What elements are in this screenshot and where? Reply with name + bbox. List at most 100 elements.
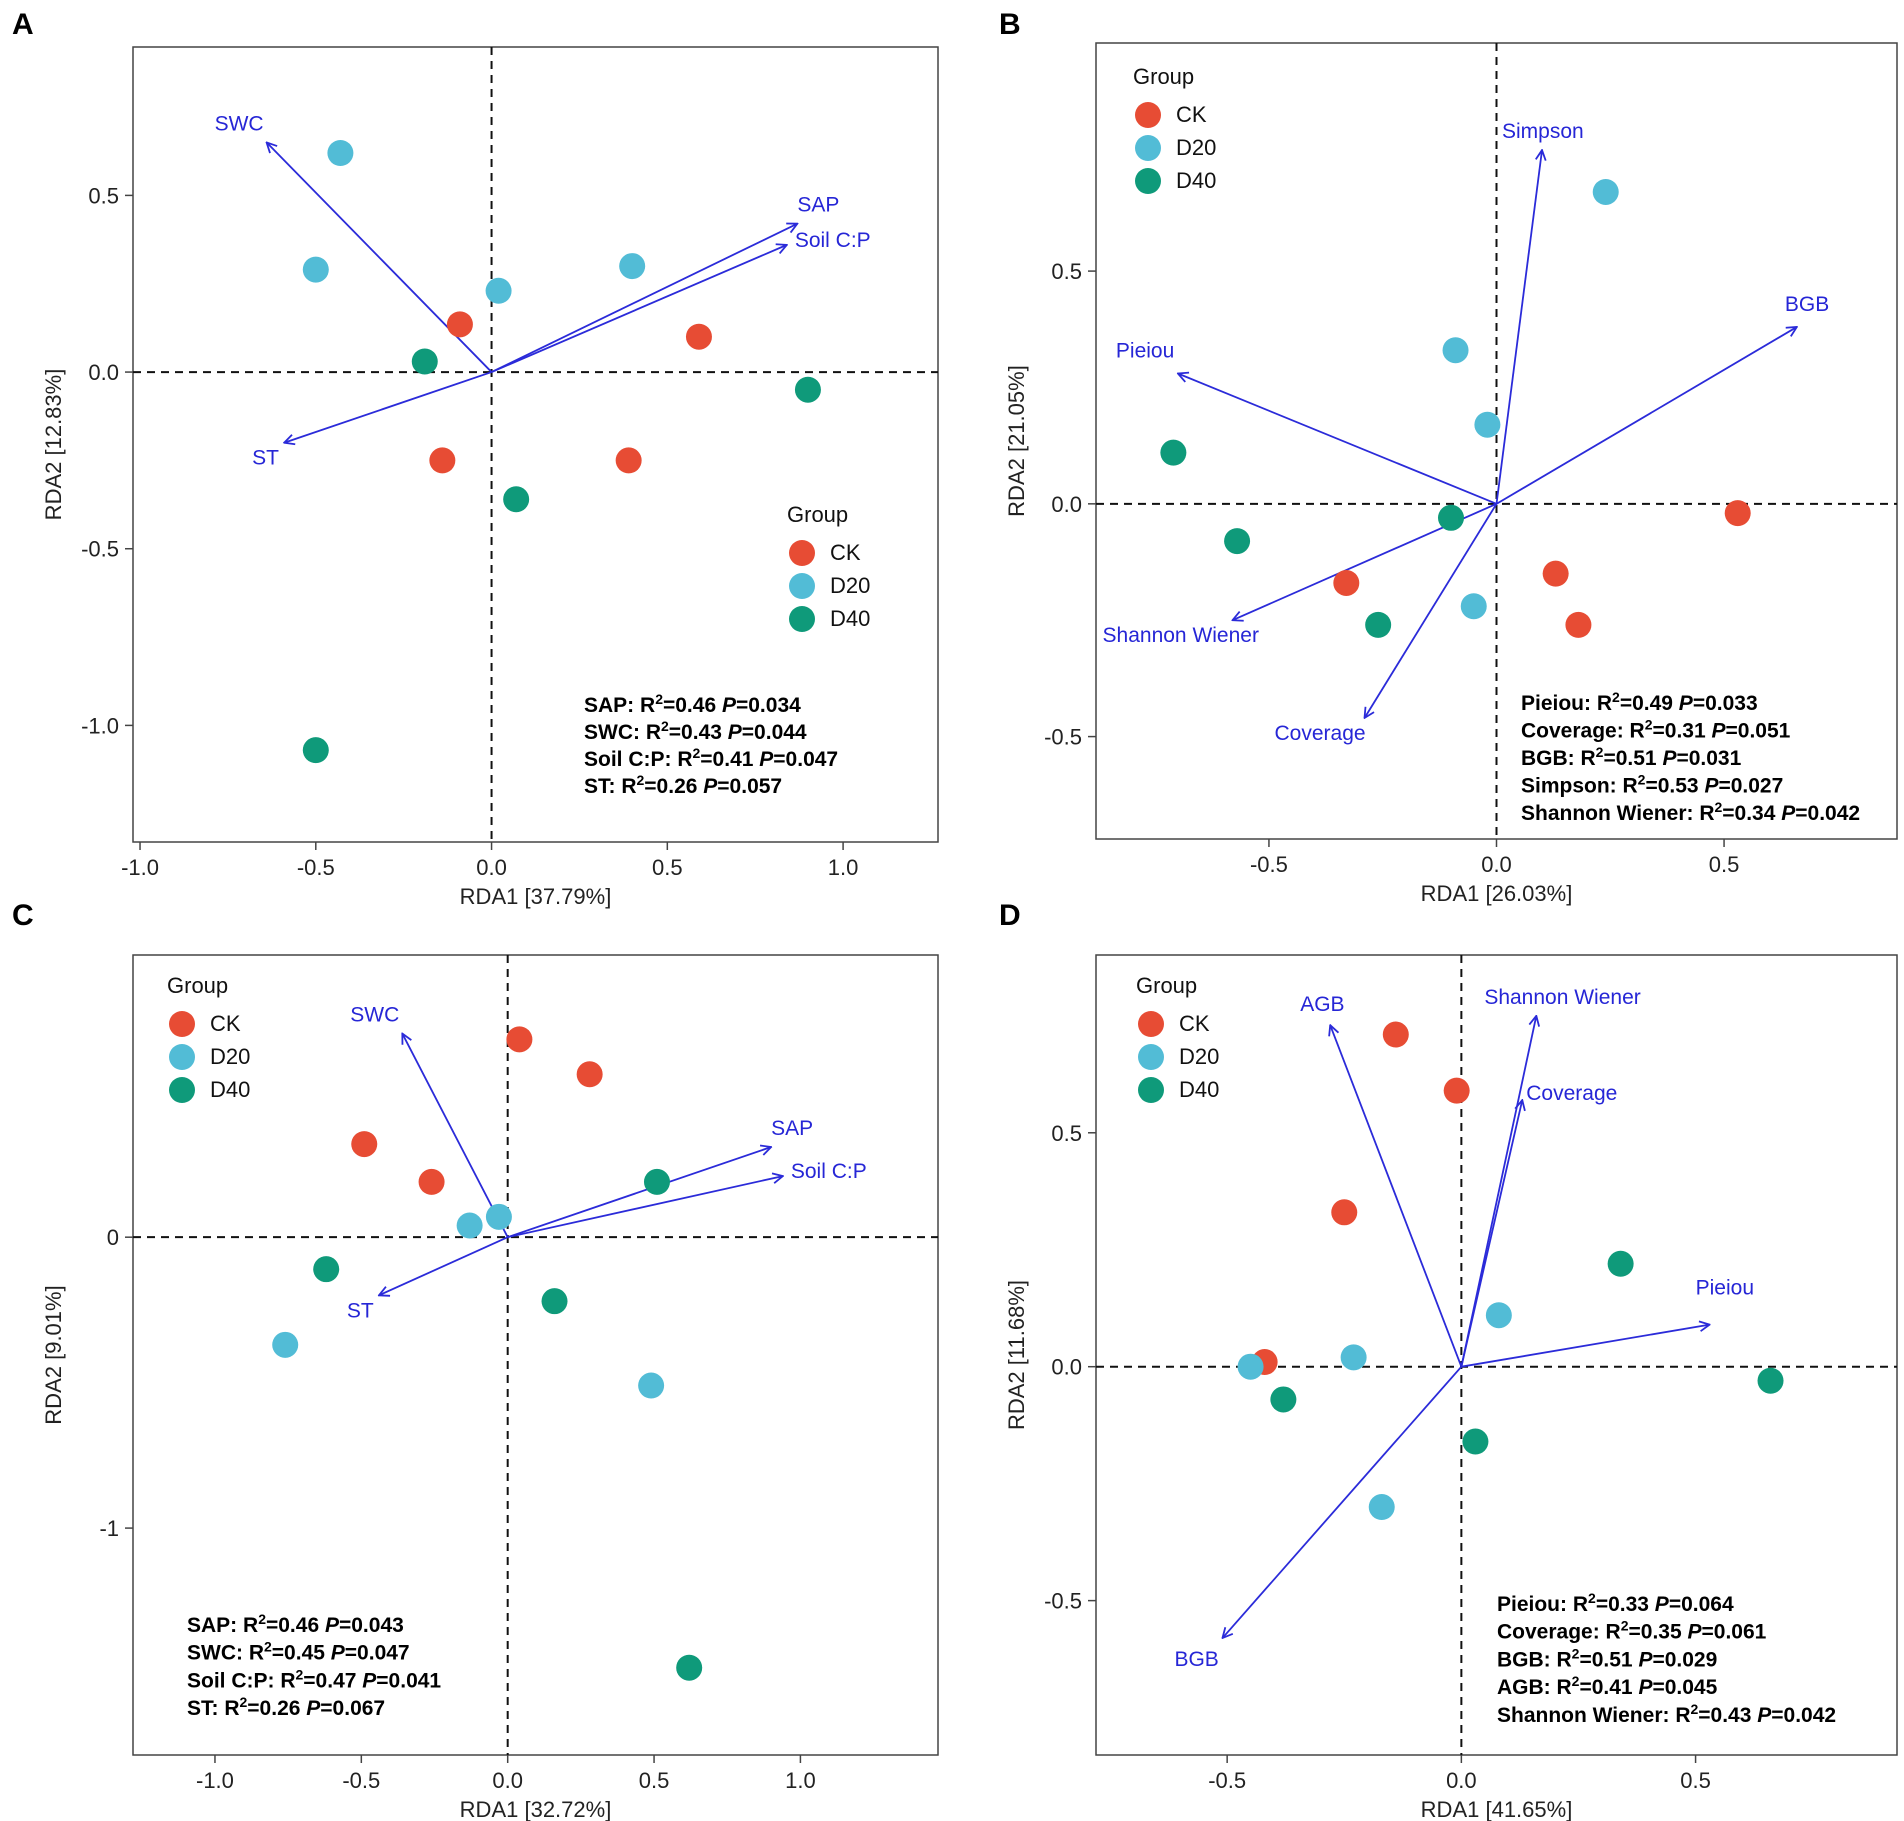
legend-swatch-ck — [1135, 102, 1161, 128]
y-tick-label: 0.0 — [1051, 1355, 1082, 1380]
point-d40 — [541, 1288, 568, 1315]
stat-r2: =0.53 — [1645, 775, 1704, 798]
panel-C: C -1.0 -0.5 0.0 0.5 1.0 -1 0 RDA1 [32.72%] RDA2 [… — [12, 899, 939, 1821]
point-d40 — [1160, 439, 1187, 466]
stat-line: SWC: R2=0.43 P=0.044 — [584, 718, 807, 744]
y-tick-label: -1 — [99, 1516, 119, 1541]
legend-label: CK — [830, 540, 861, 565]
stat-line: SWC: R2=0.45 P=0.047 — [187, 1639, 410, 1665]
vector-label: Pieiou — [1116, 340, 1174, 363]
panel-letter: C — [12, 899, 34, 932]
stat-line: Simpson: R2=0.53 P=0.027 — [1521, 772, 1783, 798]
point-d20 — [456, 1212, 483, 1239]
point-ck — [1724, 500, 1751, 527]
stat-p: =0.067 — [320, 1697, 385, 1720]
stat-p: =0.047 — [773, 748, 838, 771]
y-tick-label: -0.5 — [1044, 725, 1082, 750]
stat-line: BGB: R2=0.51 P=0.029 — [1497, 1645, 1717, 1671]
vector-label: ST — [252, 447, 279, 470]
panel-letter: A — [12, 8, 34, 41]
stat-p-label: P — [1655, 1593, 1670, 1616]
point-d40 — [302, 737, 329, 764]
stat-p-label: P — [325, 1614, 340, 1637]
stat-sup: 2 — [1714, 799, 1722, 815]
stat-line: ST: R2=0.26 P=0.067 — [187, 1694, 385, 1720]
x-axis-title: RDA1 [41.65%] — [1421, 1797, 1573, 1821]
stat-name: ST: R — [584, 775, 637, 798]
stat-p-label: P — [306, 1697, 321, 1720]
y-axis-title: RDA2 [11.68%] — [1004, 1280, 1029, 1430]
point-ck — [1542, 560, 1569, 587]
point-d40 — [503, 486, 530, 513]
stat-line: Soil C:P: R2=0.47 P=0.041 — [187, 1666, 441, 1692]
vector-label: SWC — [215, 112, 264, 135]
point-ck — [1382, 1021, 1409, 1048]
panel-D: D -0.5 0.0 0.5 -0.5 0.0 0.5 RDA1 [41.65%] RDA2 [… — [999, 899, 1898, 1821]
vector-arrow — [507, 1147, 771, 1239]
stat-r2: =0.46 — [663, 694, 722, 717]
point-d20 — [302, 256, 329, 283]
legend-label: D20 — [210, 1044, 250, 1069]
x-tick-label: 0.0 — [492, 1768, 523, 1793]
stat-name: Coverage: R — [1497, 1621, 1621, 1644]
legend-swatch-ck — [789, 540, 815, 566]
vector-label: BGB — [1174, 1648, 1218, 1671]
stat-r2: =0.26 — [247, 1697, 306, 1720]
point-d40 — [643, 1168, 670, 1195]
stat-line: Coverage: R2=0.31 P=0.051 — [1521, 717, 1791, 743]
stat-r2: =0.43 — [1698, 1704, 1757, 1727]
stat-line: Shannon Wiener: R2=0.34 P=0.042 — [1521, 799, 1860, 825]
point-d20 — [272, 1331, 299, 1358]
stat-p-label: P — [1662, 747, 1677, 770]
vector-arrow — [1365, 503, 1498, 718]
vector-arrow — [1495, 150, 1543, 504]
vector-label: BGB — [1785, 293, 1829, 316]
stat-line: Coverage: R2=0.35 P=0.061 — [1497, 1618, 1767, 1644]
stat-sup: 2 — [1690, 1701, 1698, 1717]
stat-p-label: P — [362, 1669, 377, 1692]
vector-label: Shannon Wiener — [1103, 624, 1259, 647]
vector-label: Coverage — [1526, 1082, 1617, 1105]
legend-swatch-d40 — [1138, 1077, 1164, 1103]
point-d40 — [1365, 611, 1392, 638]
vector-arrow — [491, 245, 787, 373]
x-axis-title: RDA1 [32.72%] — [460, 1797, 612, 1821]
x-tick-label: 0.5 — [1680, 1768, 1711, 1793]
stat-sup: 2 — [637, 772, 645, 788]
vector-label: SAP — [771, 1117, 813, 1140]
stat-p-label: P — [1757, 1704, 1772, 1727]
vector-arrow — [491, 224, 798, 373]
stat-r2: =0.47 — [303, 1669, 362, 1692]
point-d20 — [1237, 1353, 1264, 1380]
stat-line: SAP: R2=0.46 P=0.043 — [187, 1611, 404, 1637]
point-d20 — [1474, 411, 1501, 438]
stat-line: BGB: R2=0.51 P=0.031 — [1521, 744, 1742, 770]
point-d40 — [313, 1256, 340, 1283]
y-tick-label: 0.5 — [1051, 1121, 1082, 1146]
point-d20 — [327, 140, 354, 166]
point-d40 — [1757, 1367, 1784, 1394]
stat-sup: 2 — [655, 691, 663, 707]
point-d40 — [1462, 1428, 1489, 1455]
stat-p-label: P — [722, 694, 737, 717]
y-tick-label: -1.0 — [81, 713, 119, 738]
point-ck — [615, 447, 642, 474]
x-tick-label: 0.0 — [1481, 852, 1512, 877]
point-ck — [1331, 1199, 1358, 1226]
stat-name: BGB: R — [1521, 747, 1596, 770]
stat-r2: =0.45 — [272, 1642, 331, 1665]
legend-swatch-d20 — [169, 1044, 195, 1070]
stat-sup: 2 — [1572, 1673, 1580, 1689]
point-d40 — [794, 376, 821, 403]
vector-label: Soil C:P — [791, 1160, 867, 1183]
vector-arrow — [1222, 1366, 1463, 1638]
stat-name: SAP: R — [584, 694, 655, 717]
point-d20 — [1340, 1344, 1367, 1371]
y-tick-label: -0.5 — [81, 537, 119, 562]
legend-label: D20 — [830, 573, 870, 598]
stat-p-label: P — [759, 748, 774, 771]
legend-swatch-d40 — [789, 606, 815, 632]
point-d20 — [619, 253, 646, 280]
legend-label: D40 — [210, 1077, 250, 1102]
